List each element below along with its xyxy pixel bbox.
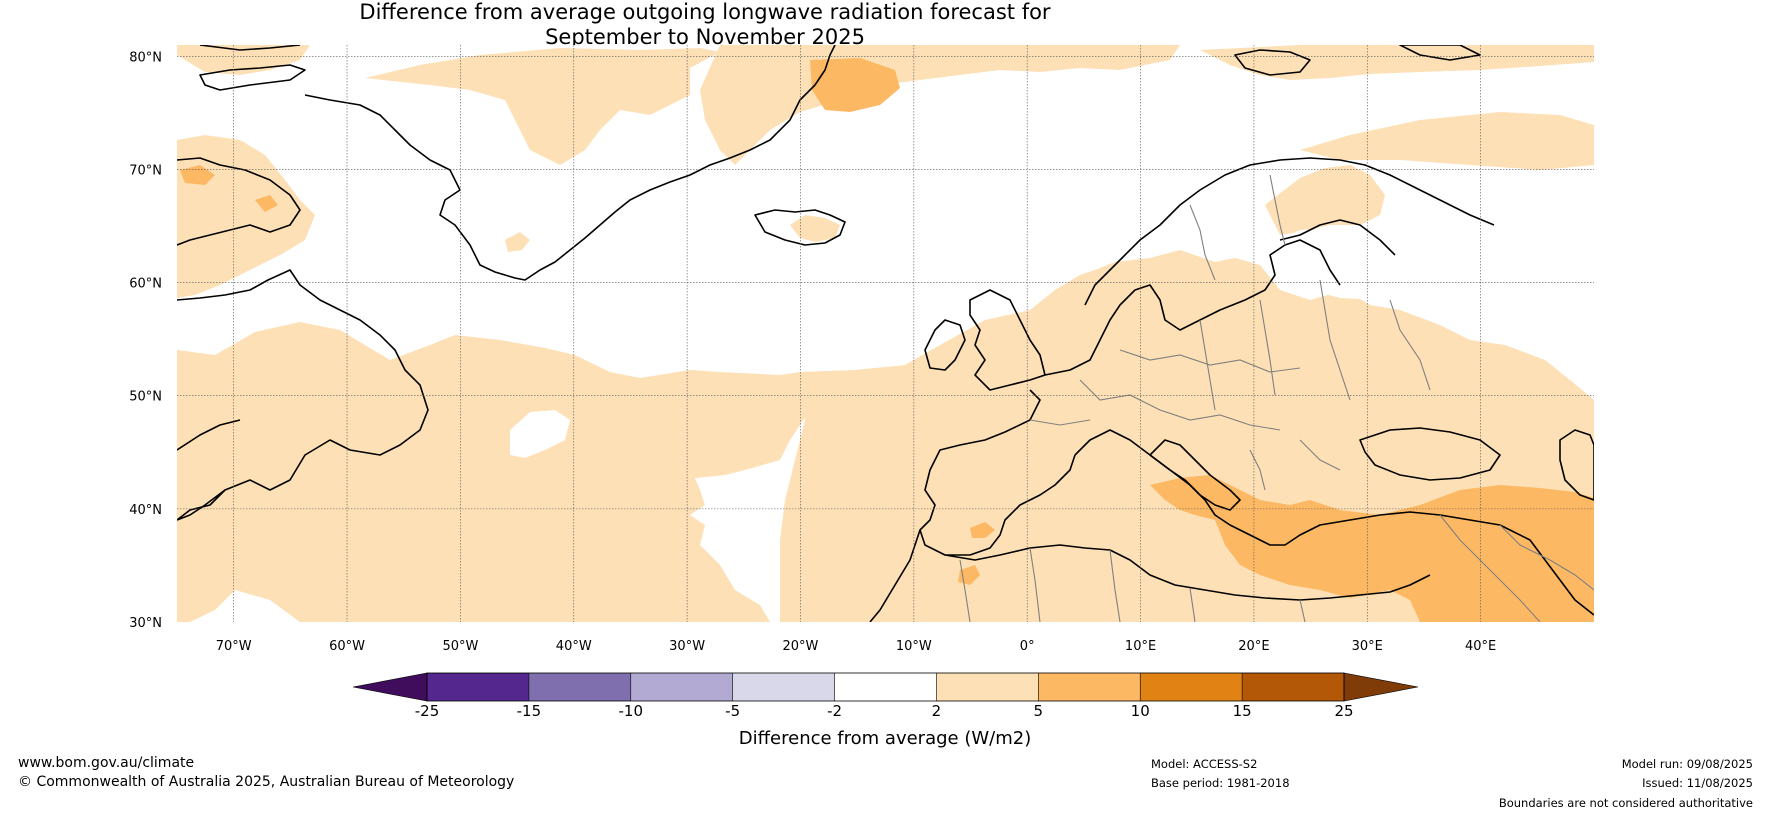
longitude-tick-label: 50°W bbox=[442, 639, 478, 654]
longitude-tick-label: 30°W bbox=[669, 639, 705, 654]
colorbar-segment bbox=[528, 673, 631, 701]
footer-copyright: © Commonwealth of Australia 2025, Austra… bbox=[18, 774, 515, 790]
anomaly-region-scandinavia bbox=[1265, 165, 1385, 235]
anomaly-region-greenland-sea bbox=[365, 48, 720, 165]
longitude-tick-label: 20°E bbox=[1238, 639, 1269, 654]
longitude-tick-label: 60°W bbox=[329, 639, 365, 654]
neutral-region-mid-atlantic bbox=[510, 410, 570, 458]
anomaly-region-small-greenland bbox=[505, 232, 530, 252]
latitude-tick-label: 70°N bbox=[129, 163, 162, 178]
latitude-tick-label: 50°N bbox=[129, 390, 162, 405]
latitude-tick-label: 80°N bbox=[129, 50, 162, 65]
borders-scandinavia bbox=[1189, 174, 1286, 281]
colorbar-segment bbox=[732, 673, 835, 701]
coastline-scandinavia bbox=[1084, 157, 1495, 306]
longitude-tick-label: 40°E bbox=[1465, 639, 1496, 654]
anomaly-region-iceland bbox=[790, 215, 840, 242]
colorbar-segment bbox=[630, 673, 733, 701]
footer-site-link[interactable]: www.bom.gov.au/climate bbox=[18, 755, 195, 771]
colorbar-tick-label: -10 bbox=[619, 702, 644, 720]
longitude-tick-label: 10°E bbox=[1125, 639, 1156, 654]
coastline-arctic-islands bbox=[199, 45, 1481, 76]
footer-base-period: Base period: 1981-2018 bbox=[1151, 776, 1290, 790]
colorbar-title: Difference from average (W/m2) bbox=[738, 728, 1032, 749]
neutral-region-russia bbox=[1440, 200, 1594, 365]
coastlines bbox=[177, 45, 1594, 622]
country-borders bbox=[959, 174, 1594, 622]
longitude-tick-label: 70°W bbox=[216, 639, 252, 654]
longitude-tick-label: 40°W bbox=[556, 639, 592, 654]
footer-model-run: Model run: 09/08/2025 bbox=[1621, 757, 1753, 771]
anomaly-region-greenland-east bbox=[810, 58, 900, 112]
colorbar-segment bbox=[427, 673, 529, 701]
colorbar-segment bbox=[1140, 673, 1243, 701]
longitude-tick-label: 30°E bbox=[1352, 639, 1383, 654]
colorbar: -25 -15 -10 -5 -2 2 5 10 15 25 bbox=[352, 672, 1419, 720]
coastline-usa-east bbox=[177, 419, 241, 521]
colorbar-segment bbox=[1242, 673, 1344, 701]
longitude-labels: 70°W 60°W 50°W 40°W 30°W 20°W 10°W 0° 10°E 20°E 30… bbox=[216, 639, 1497, 654]
chart-title: Difference from average outgoing longwav… bbox=[0, 0, 1410, 50]
colorbar-segment bbox=[1038, 673, 1141, 701]
colorbar-segment bbox=[834, 673, 937, 701]
coastline-greenland bbox=[199, 45, 836, 281]
colorbar-extend-low bbox=[352, 672, 428, 702]
latitude-tick-label: 40°N bbox=[129, 503, 162, 518]
coastline-caspian bbox=[1559, 429, 1594, 501]
anomaly-region-eastern-mediterranean bbox=[1150, 475, 1594, 622]
map-panel bbox=[177, 45, 1594, 622]
colorbar-extend-high bbox=[1343, 672, 1419, 702]
graticule bbox=[177, 45, 1594, 622]
title-line-1: Difference from average outgoing longwav… bbox=[359, 0, 1051, 24]
coastline-black-sea bbox=[1359, 427, 1501, 481]
anomaly-region-barents bbox=[1300, 112, 1594, 170]
anomaly-region-sardinia bbox=[970, 522, 995, 538]
coastline-iceland bbox=[754, 209, 846, 246]
anomaly-region-baffin-patch bbox=[180, 165, 215, 185]
footer-issued: Issued: 11/08/2025 bbox=[1642, 776, 1753, 790]
colorbar-tick-label: 15 bbox=[1233, 702, 1252, 720]
borders-europe bbox=[1029, 279, 1431, 491]
latitude-labels: 80°N 70°N 60°N 50°N 40°N 30°N bbox=[129, 50, 162, 631]
borders-middle-east bbox=[1439, 514, 1594, 622]
colorbar-tick-label: 10 bbox=[1131, 702, 1150, 720]
coastline-italy bbox=[1149, 439, 1241, 511]
latitude-tick-label: 30°N bbox=[129, 616, 162, 631]
colorbar-tick-label: 5 bbox=[1034, 702, 1044, 720]
colorbar-tick-label: 2 bbox=[932, 702, 942, 720]
anomaly-5-to-10-regions bbox=[180, 58, 1594, 622]
longitude-tick-label: 20°W bbox=[783, 639, 819, 654]
anomaly-region-north-atlantic-south bbox=[177, 322, 815, 622]
footer-disclaimer: Boundaries are not considered authoritat… bbox=[1498, 796, 1753, 810]
colorbar-tick-label: -5 bbox=[725, 702, 740, 720]
colorbar-tick-label: -25 bbox=[415, 702, 440, 720]
longitude-tick-label: 0° bbox=[1020, 639, 1035, 654]
anomaly-region-baffin-patch-2 bbox=[255, 195, 278, 212]
longitude-tick-label: 10°W bbox=[896, 639, 932, 654]
coastline-labrador bbox=[177, 269, 429, 521]
colorbar-segment bbox=[936, 673, 1039, 701]
coastline-british-isles bbox=[924, 289, 1046, 391]
anomaly-region-labrador-north bbox=[177, 45, 310, 75]
colorbar-tick-label: -2 bbox=[827, 702, 842, 720]
colorbar-tick-label: -15 bbox=[517, 702, 542, 720]
footer-model: Model: ACCESS-S2 bbox=[1151, 757, 1258, 771]
anomaly-region-arctic-far-east bbox=[1200, 45, 1594, 80]
borders-africa bbox=[959, 547, 1306, 622]
colorbar-tick-label: 25 bbox=[1334, 702, 1353, 720]
coastline-baffin bbox=[177, 157, 301, 246]
latitude-tick-label: 60°N bbox=[129, 277, 162, 292]
